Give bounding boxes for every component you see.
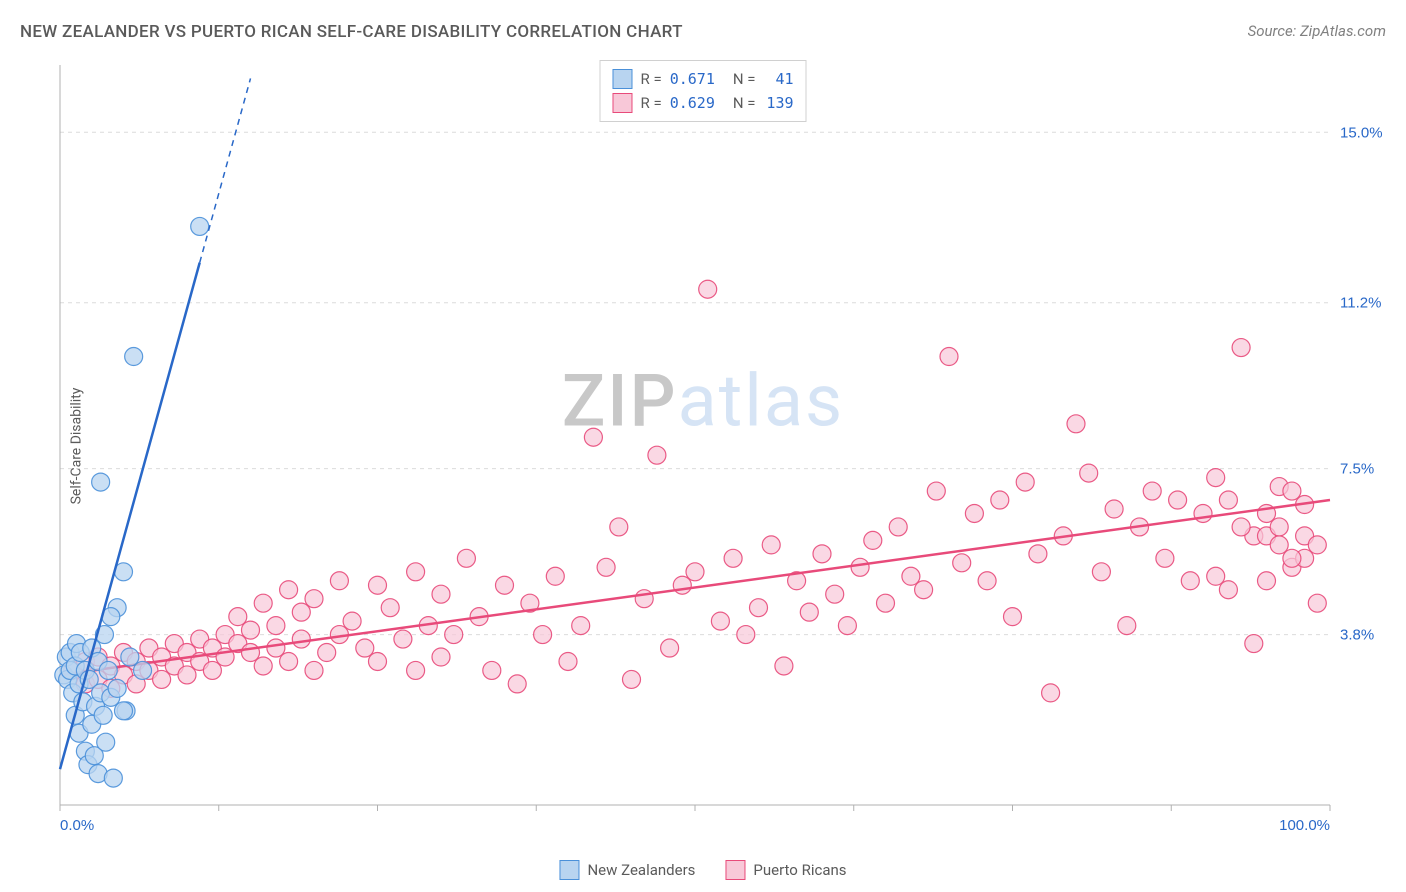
svg-text:100.0%: 100.0% (1279, 817, 1330, 834)
legend-row: R = 0.629 N = 139 (612, 91, 793, 115)
swatch-pink (725, 860, 745, 880)
source-attribution: Source: ZipAtlas.com (1248, 22, 1386, 40)
scatter-plot: 3.8% 7.5% 11.2% 15.0% 0.0% 100.0% (50, 55, 1390, 845)
n-label: N = (733, 94, 756, 112)
svg-text:15.0%: 15.0% (1340, 124, 1383, 141)
chart-title: NEW ZEALANDER VS PUERTO RICAN SELF-CARE … (20, 22, 683, 42)
r-value: 0.629 (670, 94, 715, 112)
svg-text:11.2%: 11.2% (1340, 295, 1381, 312)
swatch-pink (612, 93, 632, 113)
correlation-legend: R = 0.671 N = 41 R = 0.629 N = 139 (599, 60, 806, 122)
n-value: 41 (764, 70, 794, 88)
legend-label: Puerto Ricans (753, 861, 846, 879)
legend-row: R = 0.671 N = 41 (612, 67, 793, 91)
r-value: 0.671 (670, 70, 715, 88)
swatch-blue (559, 860, 579, 880)
legend-item: New Zealanders (559, 860, 695, 880)
svg-text:3.8%: 3.8% (1340, 627, 1374, 644)
legend-label: New Zealanders (587, 861, 695, 879)
swatch-blue (612, 69, 632, 89)
plot-svg: 3.8% 7.5% 11.2% 15.0% 0.0% 100.0% (50, 55, 1390, 845)
svg-text:7.5%: 7.5% (1340, 461, 1374, 478)
r-label: R = (640, 70, 661, 88)
series-legend: New Zealanders Puerto Ricans (559, 860, 846, 880)
legend-item: Puerto Ricans (725, 860, 846, 880)
r-label: R = (640, 94, 661, 112)
n-label: N = (733, 70, 756, 88)
svg-text:0.0%: 0.0% (60, 817, 94, 834)
n-value: 139 (764, 94, 794, 112)
